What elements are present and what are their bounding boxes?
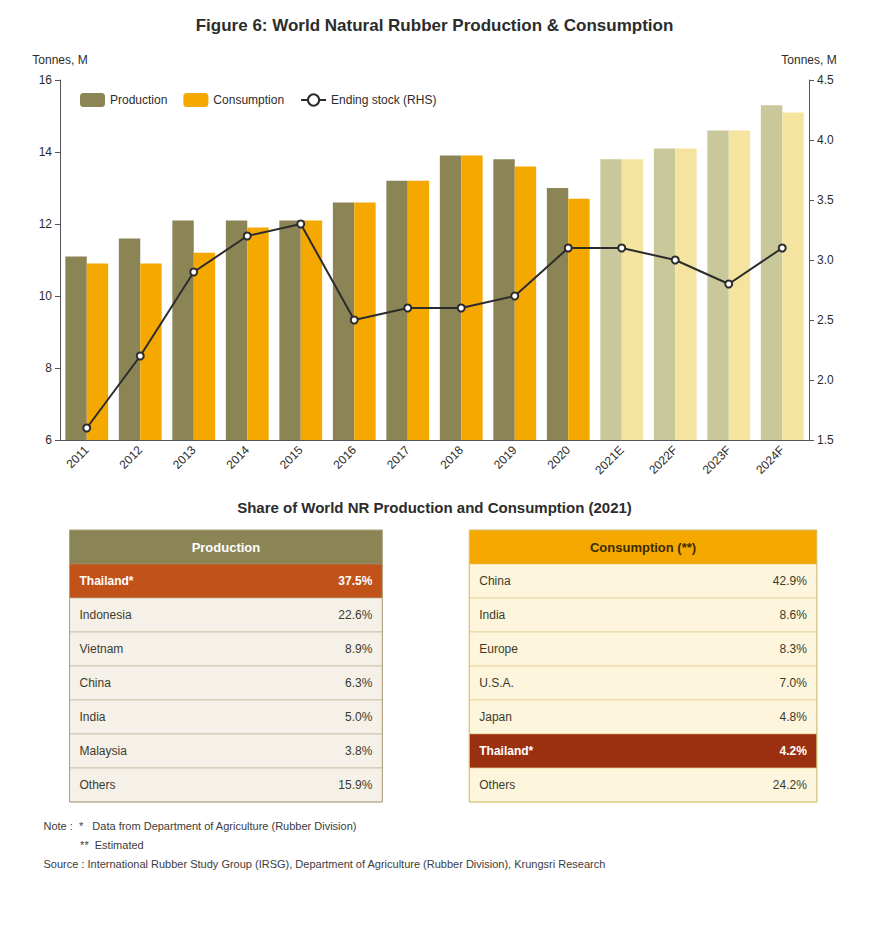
svg-text:10: 10 (39, 289, 53, 303)
svg-text:China: China (479, 574, 511, 588)
svg-text:2022F: 2022F (646, 443, 680, 477)
svg-text:8: 8 (45, 361, 52, 375)
svg-text:Consumption: Consumption (213, 93, 284, 107)
svg-text:3.0: 3.0 (817, 253, 834, 267)
svg-text:2019: 2019 (491, 443, 520, 472)
svg-text:Share of World NR Production a: Share of World NR Production and Consump… (237, 499, 632, 516)
svg-text:4.2%: 4.2% (780, 744, 808, 758)
svg-text:2021E: 2021E (592, 443, 626, 477)
svg-text:Tonnes, M: Tonnes, M (781, 53, 836, 67)
svg-text:42.9%: 42.9% (773, 574, 807, 588)
svg-text:Figure 6: World Natural Rubber: Figure 6: World Natural Rubber Productio… (196, 16, 674, 35)
svg-text:5.0%: 5.0% (345, 710, 373, 724)
svg-text:Japan: Japan (479, 710, 512, 724)
svg-text:6: 6 (45, 433, 52, 447)
svg-text:Tonnes, M: Tonnes, M (32, 53, 87, 67)
svg-text:12: 12 (39, 217, 53, 231)
svg-text:2012: 2012 (116, 443, 145, 472)
svg-text:1.5: 1.5 (817, 433, 834, 447)
svg-text:8.3%: 8.3% (780, 642, 808, 656)
svg-text:Malaysia: Malaysia (80, 744, 128, 758)
svg-text:China: China (80, 676, 112, 690)
svg-text:8.9%: 8.9% (345, 642, 373, 656)
svg-text:22.6%: 22.6% (338, 608, 372, 622)
svg-text:2024F: 2024F (753, 443, 787, 477)
svg-text:4.0: 4.0 (817, 133, 834, 147)
svg-text:Indonesia: Indonesia (80, 608, 132, 622)
svg-text:37.5%: 37.5% (338, 574, 372, 588)
svg-text:Vietnam: Vietnam (80, 642, 124, 656)
svg-text:2015: 2015 (277, 443, 306, 472)
svg-text:4.5: 4.5 (817, 73, 834, 87)
svg-text:7.0%: 7.0% (780, 676, 808, 690)
svg-text:2017: 2017 (384, 443, 413, 472)
svg-text:6.3%: 6.3% (345, 676, 373, 690)
svg-text:2020: 2020 (544, 443, 573, 472)
svg-text:4.8%: 4.8% (780, 710, 808, 724)
svg-text:16: 16 (39, 73, 53, 87)
svg-text:15.9%: 15.9% (338, 778, 372, 792)
svg-text:2011: 2011 (64, 443, 92, 471)
svg-text:India: India (80, 710, 106, 724)
svg-text:India: India (479, 608, 505, 622)
svg-text:Production: Production (192, 540, 261, 555)
svg-text:** Estimated: ** Estimated (43, 839, 143, 851)
svg-text:14: 14 (39, 145, 53, 159)
svg-text:2013: 2013 (170, 443, 199, 472)
svg-text:2.0: 2.0 (817, 373, 834, 387)
svg-text:Note : * Data from Departme: Note : * Data from Department of Agricul… (43, 820, 356, 832)
svg-text:2.5: 2.5 (817, 313, 834, 327)
svg-text:2016: 2016 (330, 443, 359, 472)
svg-text:24.2%: 24.2% (773, 778, 807, 792)
svg-text:2018: 2018 (437, 443, 466, 472)
svg-text:Europe: Europe (479, 642, 518, 656)
svg-text:U.S.A.: U.S.A. (479, 676, 514, 690)
svg-text:Consumption (**): Consumption (**) (590, 540, 696, 555)
svg-text:2023F: 2023F (700, 443, 734, 477)
svg-text:8.6%: 8.6% (780, 608, 808, 622)
svg-text:3.5: 3.5 (817, 193, 834, 207)
svg-text:Thailand*: Thailand* (80, 574, 134, 588)
svg-text:2014: 2014 (223, 443, 252, 472)
svg-text:Others: Others (479, 778, 515, 792)
svg-text:Source : International Rubber: Source : International Rubber Study Grou… (43, 858, 605, 870)
svg-text:Others: Others (80, 778, 116, 792)
svg-text:3.8%: 3.8% (345, 744, 373, 758)
svg-text:Ending stock (RHS): Ending stock (RHS) (331, 93, 436, 107)
svg-text:Thailand*: Thailand* (479, 744, 533, 758)
svg-text:Production: Production (110, 93, 167, 107)
